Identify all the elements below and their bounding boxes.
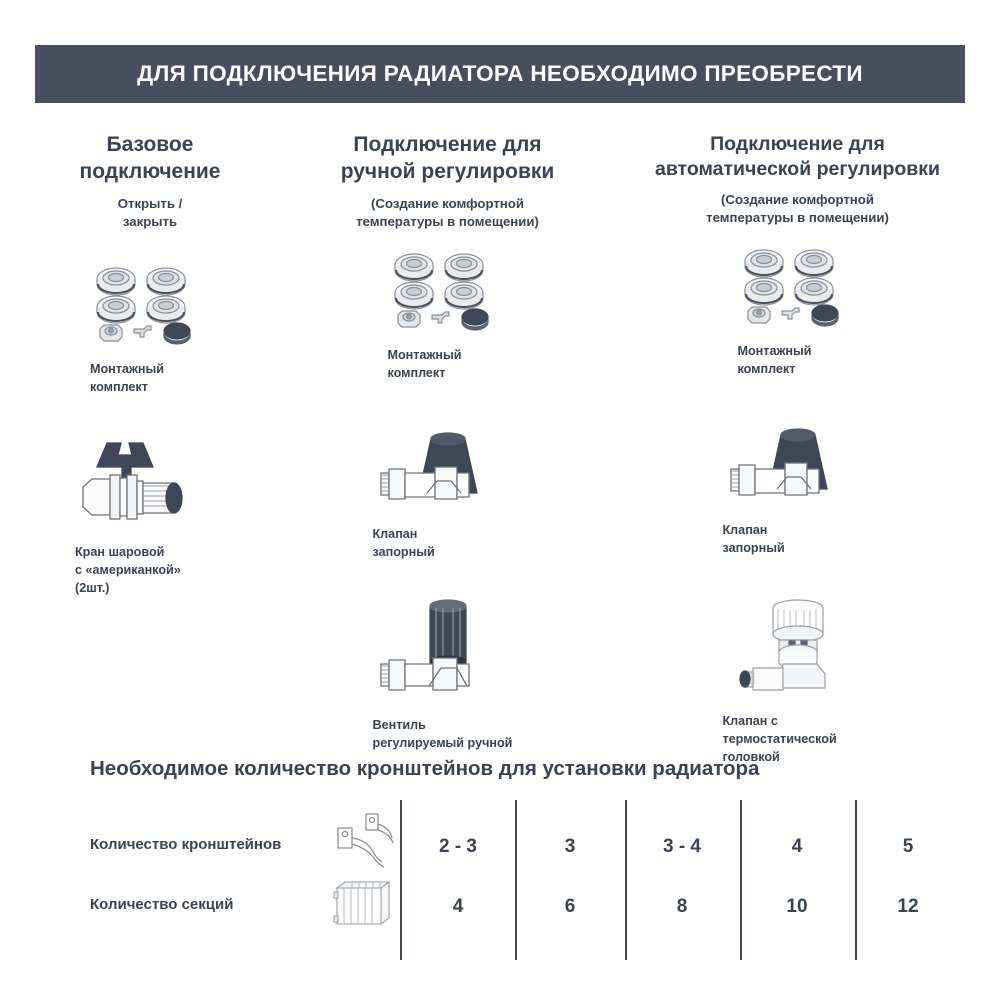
ball-valve-icon <box>75 429 225 534</box>
column-manual-regulation: Подключение для ручной регулировки (Созд… <box>300 132 595 766</box>
item-caption: Монтажный комплект <box>387 348 462 381</box>
column-automatic-regulation: Подключение для автоматической регулиров… <box>595 132 1000 766</box>
item-mounting-kit: Монтажный комплект <box>388 249 508 383</box>
item-caption: Вентиль регулируемый ручной <box>372 717 513 750</box>
bracket-table-title: Необходимое количество кронштейнов для у… <box>90 757 760 780</box>
table-cell: 4 <box>791 836 803 857</box>
item-manual-regulating-valve: Вентиль регулируемый ручной <box>373 592 523 753</box>
item-caption: Клапан с термостатической головкой <box>722 713 837 764</box>
table-divider <box>400 800 402 960</box>
mounting-kit-icon <box>90 263 210 353</box>
item-caption: Клапан запорный <box>372 526 435 559</box>
table-row-label: Количество кронштейнов <box>90 836 282 853</box>
shutoff-valve-icon <box>373 411 523 516</box>
header-band: ДЛЯ ПОДКЛЮЧЕНИЯ РАДИАТОРА НЕОБХОДИМО ПРЕ… <box>35 45 965 103</box>
table-divider <box>740 800 742 960</box>
table-divider <box>625 800 627 960</box>
item-mounting-kit: Монтажный комплект <box>90 263 210 397</box>
column-subtitle: (Создание комфортной температуры в помещ… <box>706 191 889 226</box>
radiator-icon <box>325 872 401 939</box>
item-shutoff-valve: Клапан запорный <box>723 407 873 558</box>
item-shutoff-valve: Клапан запорный <box>373 411 523 562</box>
columns-container: Базовое подключение Открыть / закрыть <box>0 132 1000 766</box>
manual-regulating-valve-icon <box>373 592 523 707</box>
column-title: Подключение для автоматической регулиров… <box>654 133 941 180</box>
table-cell: 5 <box>902 836 914 857</box>
page-title: ДЛЯ ПОДКЛЮЧЕНИЯ РАДИАТОРА НЕОБХОДИМО ПРЕ… <box>137 61 863 86</box>
table-cell: 2 - 3 <box>438 836 478 857</box>
wall-bracket-icon <box>328 810 398 877</box>
shutoff-valve-icon <box>723 407 873 512</box>
column-basic-connection: Базовое подключение Открыть / закрыть <box>0 132 300 766</box>
table-cell: 12 <box>897 896 919 917</box>
column-title: Подключение для ручной регулировки <box>340 133 555 183</box>
item-mounting-kit: Монтажный комплект <box>738 245 858 379</box>
column-subtitle: (Создание комфортной температуры в помещ… <box>356 195 539 229</box>
item-caption: Монтажный комплект <box>90 362 164 395</box>
table-cell: 4 <box>452 896 464 917</box>
column-subtitle: Открыть / закрыть <box>117 195 183 229</box>
mounting-kit-icon <box>738 245 858 335</box>
table-cell: 6 <box>564 896 576 917</box>
table-cell: 10 <box>786 896 808 917</box>
table-cell: 8 <box>676 896 688 917</box>
item-caption: Клапан запорный <box>722 523 785 555</box>
item-thermostatic-valve: Клапан с термостатической головкой <box>723 588 873 767</box>
item-caption: Кран шаровой с «американкой» (2шт.) <box>75 544 181 595</box>
table-divider <box>855 800 857 960</box>
thermostatic-valve-icon <box>723 588 873 703</box>
table-row-label: Количество секций <box>90 896 234 913</box>
table-divider <box>515 800 517 960</box>
bracket-table: Количество кронштейнов 2 - 3 3 3 - 4 4 5… <box>90 800 925 960</box>
mounting-kit-icon <box>388 249 508 339</box>
item-caption: Монтажный комплект <box>737 344 812 377</box>
column-title: Базовое подключение <box>79 133 221 183</box>
table-cell: 3 <box>564 836 576 857</box>
table-cell: 3 - 4 <box>662 836 702 857</box>
item-ball-valve: Кран шаровой с «американкой» (2шт.) <box>75 429 225 598</box>
